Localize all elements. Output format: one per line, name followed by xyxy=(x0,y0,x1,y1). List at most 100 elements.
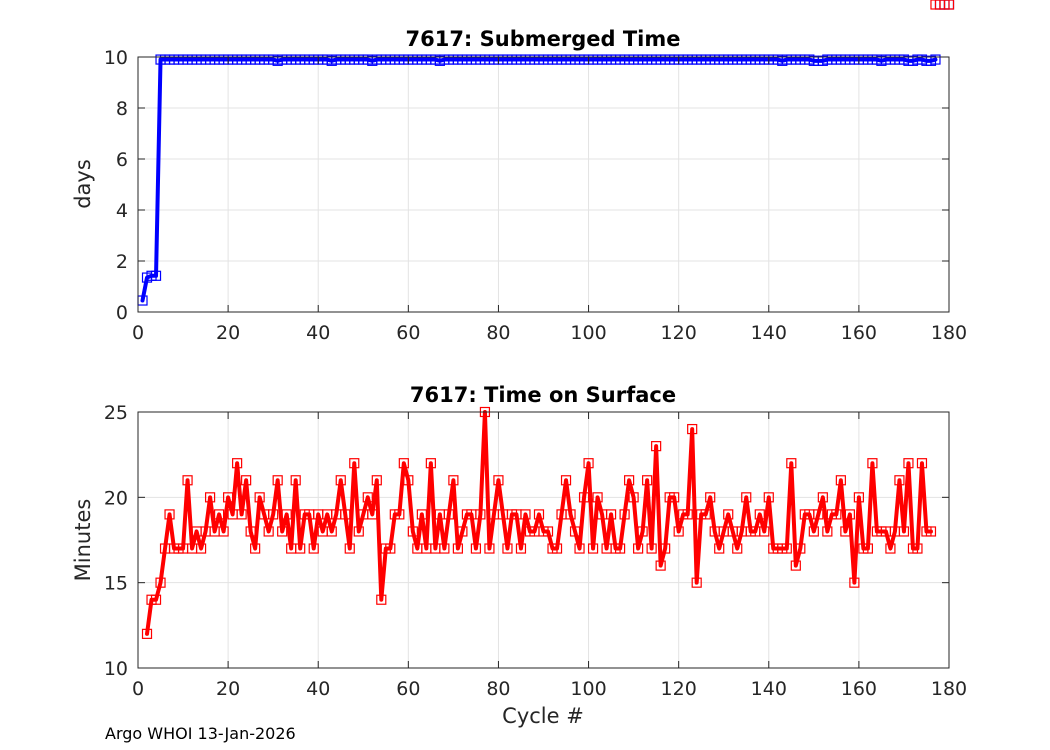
top-y-tick-label: 2 xyxy=(116,251,128,273)
bottom-x-tick-label: 40 xyxy=(306,678,330,700)
bottom-data-point xyxy=(569,526,581,537)
footer-credit: Argo WHOI 13-Jan-2026 xyxy=(105,724,296,743)
bottom-data-point xyxy=(633,543,644,554)
bottom-data-point xyxy=(669,492,680,503)
bottom-data-point xyxy=(254,492,265,503)
bottom-data-point xyxy=(155,577,166,588)
bottom-data-point xyxy=(660,543,671,554)
bottom-data-point xyxy=(502,543,513,554)
bottom-data-point xyxy=(241,475,252,486)
bottom-data-point xyxy=(831,509,842,520)
top-x-tick-label: 40 xyxy=(306,322,330,344)
top-y-tick-label: 10 xyxy=(104,47,128,69)
bottom-data-point xyxy=(790,560,801,571)
bottom-data-point xyxy=(691,577,702,588)
bottom-data-point xyxy=(141,628,153,639)
bottom-data-point xyxy=(840,526,851,537)
bottom-data-point xyxy=(281,509,292,520)
bottom-x-tick-label: 120 xyxy=(661,678,697,700)
bottom-data-point xyxy=(786,458,797,469)
bottom-data-point xyxy=(515,543,527,554)
bottom-data-point xyxy=(232,458,243,469)
bottom-data-point xyxy=(398,458,409,469)
bottom-data-point xyxy=(407,526,418,537)
bottom-data-point xyxy=(916,458,928,469)
bottom-data-point xyxy=(808,526,819,537)
bottom-data-point xyxy=(835,475,846,486)
bottom-data-point xyxy=(290,475,301,486)
bottom-y-tick-label: 10 xyxy=(104,658,128,680)
bottom-x-tick-label: 140 xyxy=(751,678,787,700)
bottom-data-point xyxy=(741,492,752,503)
bottom-x-tick-label: 160 xyxy=(841,678,877,700)
bottom-series xyxy=(141,0,955,639)
bottom-data-point xyxy=(385,543,396,554)
bottom-chart-title: 7617: Time on Surface xyxy=(410,383,676,407)
bottom-data-point xyxy=(164,509,175,520)
top-x-tick-label: 120 xyxy=(661,322,697,344)
bottom-data-point xyxy=(263,526,274,537)
bottom-data-point xyxy=(578,492,590,503)
bottom-data-point xyxy=(642,475,653,486)
top-x-tick-label: 180 xyxy=(931,322,967,344)
bottom-data-point xyxy=(340,509,351,520)
bottom-data-point xyxy=(443,509,454,520)
bottom-data-point xyxy=(655,560,666,571)
top-axes-box xyxy=(137,56,950,313)
top-data-point xyxy=(150,270,162,281)
bottom-data-point xyxy=(673,526,684,537)
bottom-data-point xyxy=(619,509,630,520)
bottom-data-point xyxy=(849,577,860,588)
bottom-data-point xyxy=(533,509,545,520)
bottom-data-point xyxy=(867,458,878,469)
bottom-data-point xyxy=(795,543,806,554)
bottom-data-point xyxy=(245,526,256,537)
bottom-data-point xyxy=(705,492,716,503)
bottom-data-point xyxy=(898,526,910,537)
bottom-axes-box xyxy=(137,411,950,669)
bottom-y-tick-label: 25 xyxy=(104,402,128,424)
bottom-data-point xyxy=(272,475,283,486)
bottom-y-tick-label: 20 xyxy=(104,487,128,509)
bottom-data-point xyxy=(484,543,495,554)
bottom-data-point xyxy=(732,543,743,554)
top-data-point xyxy=(930,54,941,65)
bottom-series-line xyxy=(145,410,933,636)
bottom-x-tick-label: 60 xyxy=(396,678,420,700)
bottom-data-point xyxy=(182,475,193,486)
bottom-data-point xyxy=(439,543,450,554)
bottom-data-point xyxy=(475,509,486,520)
top-y-tick-label: 8 xyxy=(116,98,128,120)
bottom-data-point xyxy=(637,526,648,537)
bottom-data-point xyxy=(583,458,594,469)
bottom-data-point xyxy=(223,492,234,503)
bottom-data-point xyxy=(817,492,828,503)
bottom-data-point xyxy=(943,0,955,10)
bottom-y-tick-label: 15 xyxy=(104,573,128,595)
bottom-plot-area xyxy=(138,412,949,668)
bottom-x-tick-label: 20 xyxy=(216,678,240,700)
top-y-tick-label: 0 xyxy=(116,302,128,324)
top-grid xyxy=(138,57,949,312)
bottom-data-point xyxy=(470,543,482,554)
bottom-data-point xyxy=(574,543,585,554)
bottom-data-point xyxy=(651,441,662,452)
top-x-tick-label: 140 xyxy=(751,322,787,344)
bottom-data-point xyxy=(349,458,360,469)
bottom-grid xyxy=(138,412,949,668)
bottom-data-point xyxy=(714,543,725,554)
top-y-tick-label: 6 xyxy=(116,149,128,171)
bottom-data-point xyxy=(236,509,247,520)
bottom-data-point xyxy=(754,509,765,520)
top-y-axis-label: days xyxy=(71,159,95,209)
bottom-ticks: 0 20 40 60 80 100 120 140 160 180 10 15 20 25 xyxy=(104,402,967,700)
bottom-data-point xyxy=(448,475,459,486)
bottom-data-point xyxy=(682,509,693,520)
top-x-tick-label: 20 xyxy=(216,322,240,344)
bottom-data-point xyxy=(565,509,576,520)
top-x-tick-label: 100 xyxy=(570,322,606,344)
bottom-data-point xyxy=(624,475,635,486)
bottom-data-point xyxy=(853,492,864,503)
bottom-data-point xyxy=(925,526,937,537)
top-x-tick-label: 0 xyxy=(132,322,144,344)
